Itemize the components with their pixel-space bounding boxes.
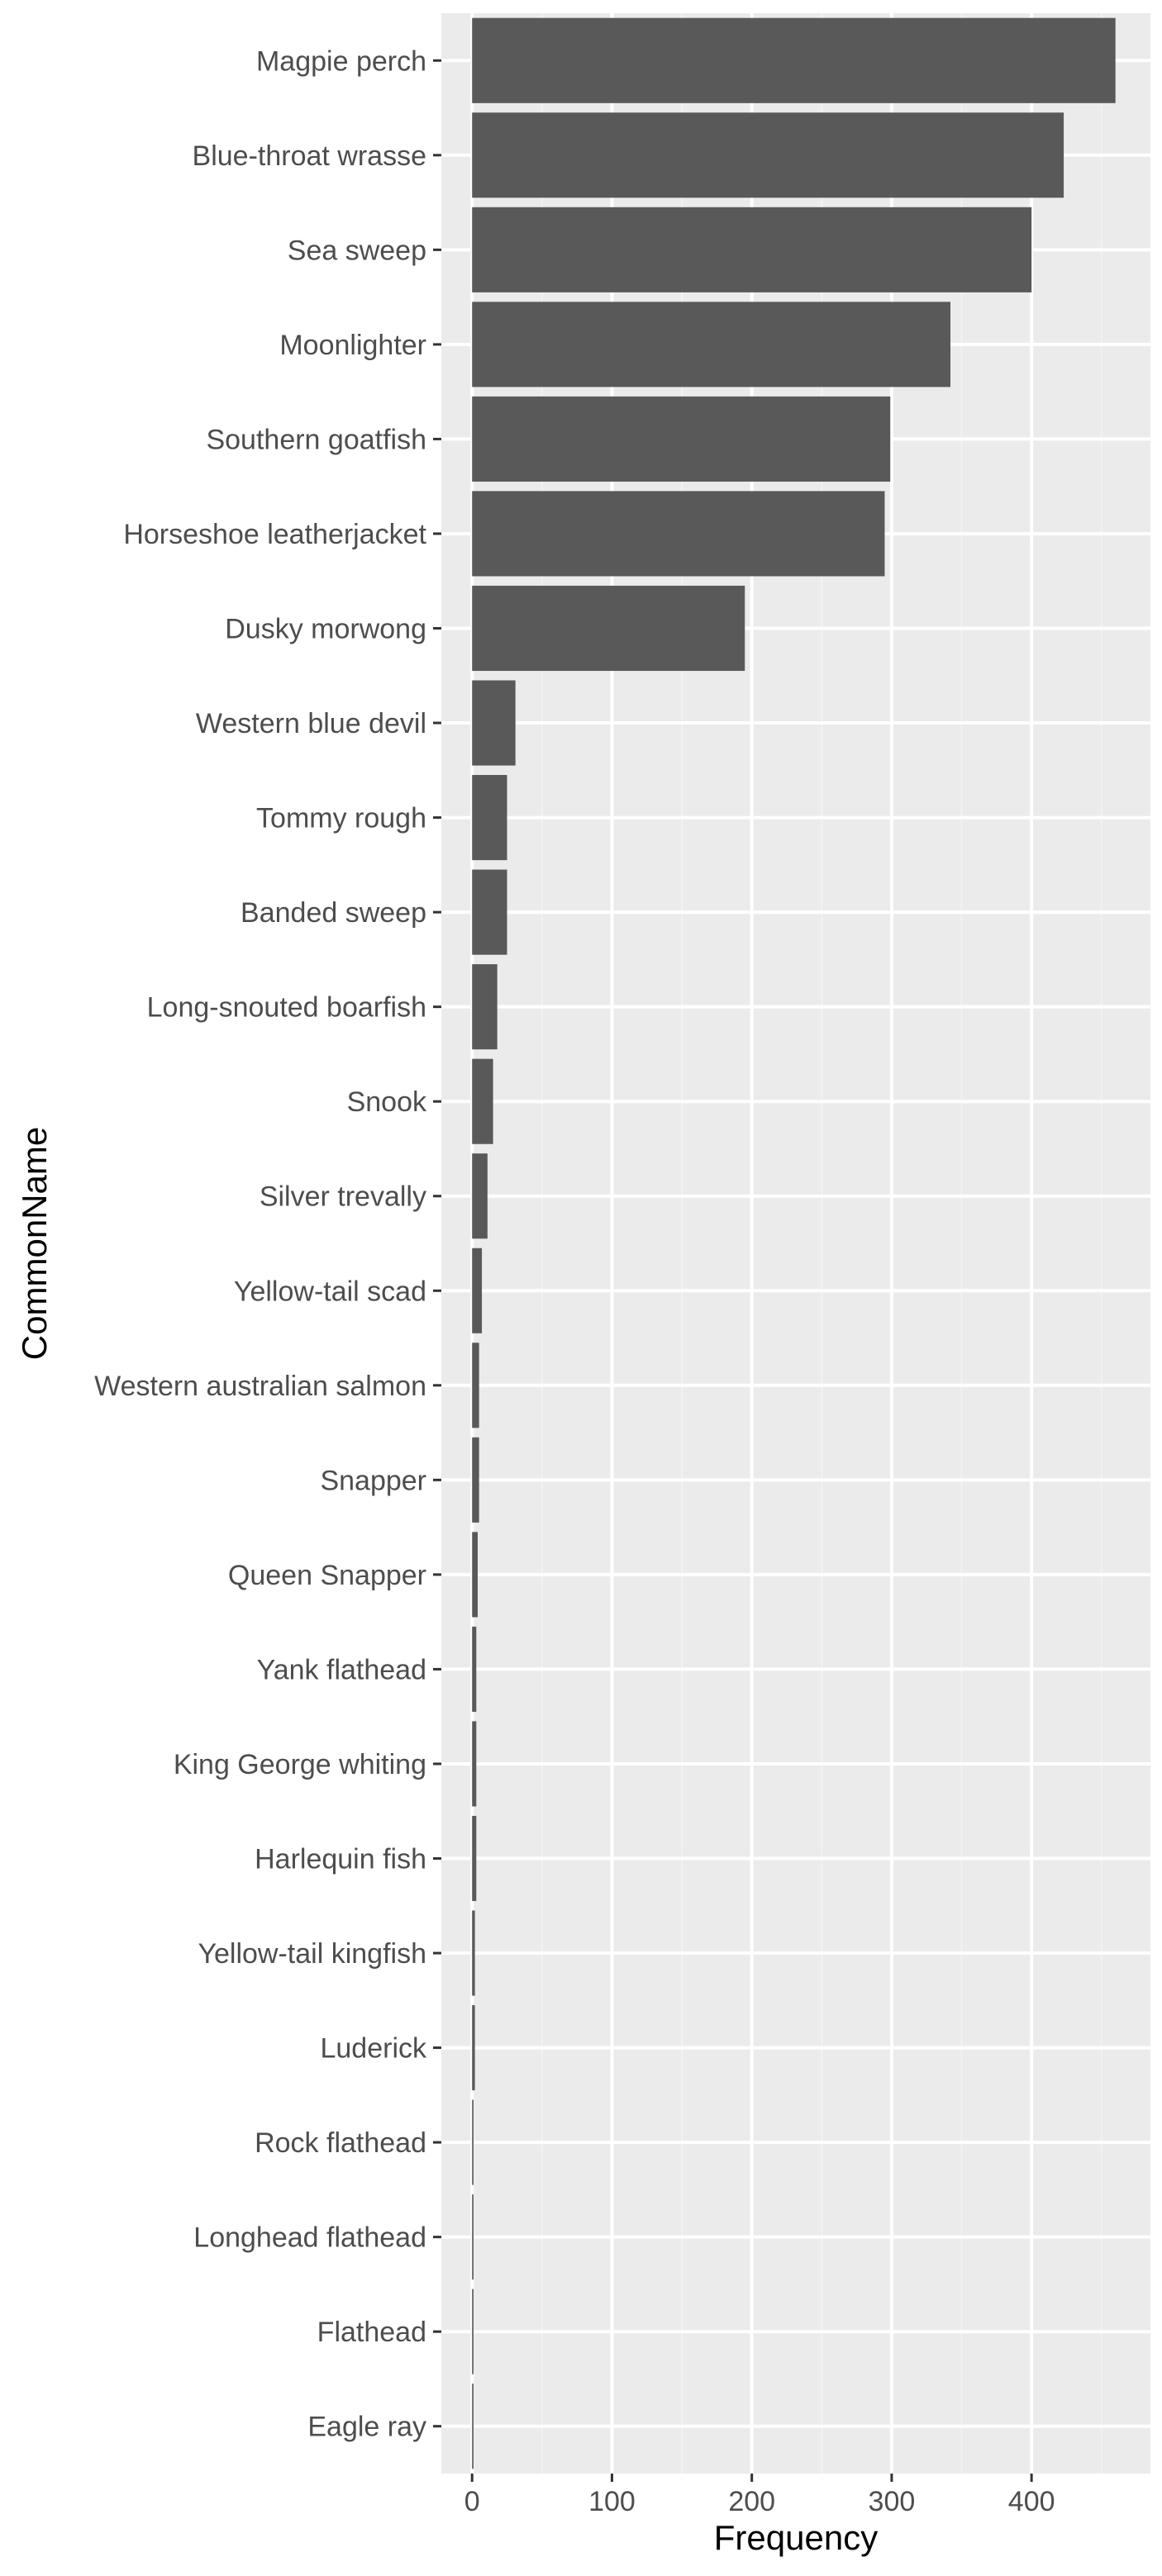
bar: [472, 2194, 474, 2280]
bar: [472, 1532, 478, 1618]
y-tick-label: Flathead: [317, 2317, 426, 2348]
bar: [472, 302, 950, 387]
y-axis-title: CommonName: [15, 1127, 54, 1360]
y-tick-label: Magpie perch: [256, 45, 426, 77]
bar: [472, 491, 885, 577]
bar: [472, 1248, 483, 1333]
bar: [472, 964, 498, 1050]
y-tick-label: Sea sweep: [288, 235, 426, 266]
bar: [472, 869, 507, 955]
x-tick-label: 100: [588, 2486, 636, 2517]
y-tick-label: Yank flathead: [257, 1654, 426, 1685]
y-tick-label: Western blue devil: [196, 708, 426, 739]
y-tick-label: Queen Snapper: [228, 1560, 426, 1591]
x-tick-label: 0: [464, 2486, 480, 2517]
y-tick-label: Banded sweep: [240, 897, 426, 929]
y-tick-label: Longhead flathead: [193, 2222, 426, 2254]
y-tick-label: Blue-throat wrasse: [193, 140, 426, 172]
y-tick-label: Luderick: [320, 2033, 427, 2065]
bar: [472, 396, 891, 482]
y-tick-label: Tommy rough: [256, 803, 426, 834]
y-tick-label: Horseshoe leatherjacket: [123, 519, 426, 550]
bar: [472, 1343, 479, 1428]
y-tick-label: Harlequin fish: [255, 1844, 426, 1875]
y-tick-label: Snook: [347, 1086, 427, 1118]
bar: [472, 2288, 474, 2374]
y-axis-ticks: Magpie perch Blue-throat wrasse Sea sweep M…: [94, 45, 441, 2443]
bar: [472, 775, 507, 861]
bar: [472, 1721, 477, 1807]
y-tick-label: Silver trevally: [260, 1181, 426, 1213]
y-tick-label: King George whiting: [174, 1749, 426, 1780]
y-tick-label: Snapper: [320, 1465, 426, 1496]
x-axis-title: Frequency: [714, 2518, 878, 2557]
bar: [472, 1626, 477, 1712]
bar: [472, 680, 516, 766]
bar: [472, 1437, 479, 1523]
bar: [472, 207, 1032, 292]
bar: [472, 112, 1064, 198]
bar: [472, 2099, 474, 2185]
y-tick-label: Southern goatfish: [206, 424, 426, 455]
y-tick-label: Yellow-tail kingfish: [198, 1938, 426, 1970]
bar: [472, 2005, 475, 2091]
y-tick-label: Eagle ray: [307, 2412, 426, 2443]
y-tick-label: Rock flathead: [255, 2127, 426, 2159]
x-tick-label: 300: [869, 2486, 916, 2517]
x-tick-label: 400: [1008, 2486, 1055, 2517]
y-tick-label: Dusky morwong: [225, 614, 426, 645]
y-tick-label: Moonlighter: [279, 330, 426, 361]
y-tick-label: Yellow-tail scad: [234, 1276, 426, 1307]
bar: [472, 1058, 493, 1144]
bar: [472, 585, 745, 672]
x-axis-ticks: 0 100 200 300 400: [464, 2474, 1055, 2517]
bar: [472, 17, 1116, 103]
y-tick-label: Western australian salmon: [94, 1371, 426, 1402]
y-tick-label: Long-snouted boarfish: [147, 992, 426, 1024]
bar: [472, 2384, 474, 2469]
bar: [472, 1815, 477, 1902]
bar: [472, 1153, 488, 1239]
x-tick-label: 200: [728, 2486, 775, 2517]
bar: [472, 1910, 475, 1996]
bars: [472, 17, 1116, 2469]
